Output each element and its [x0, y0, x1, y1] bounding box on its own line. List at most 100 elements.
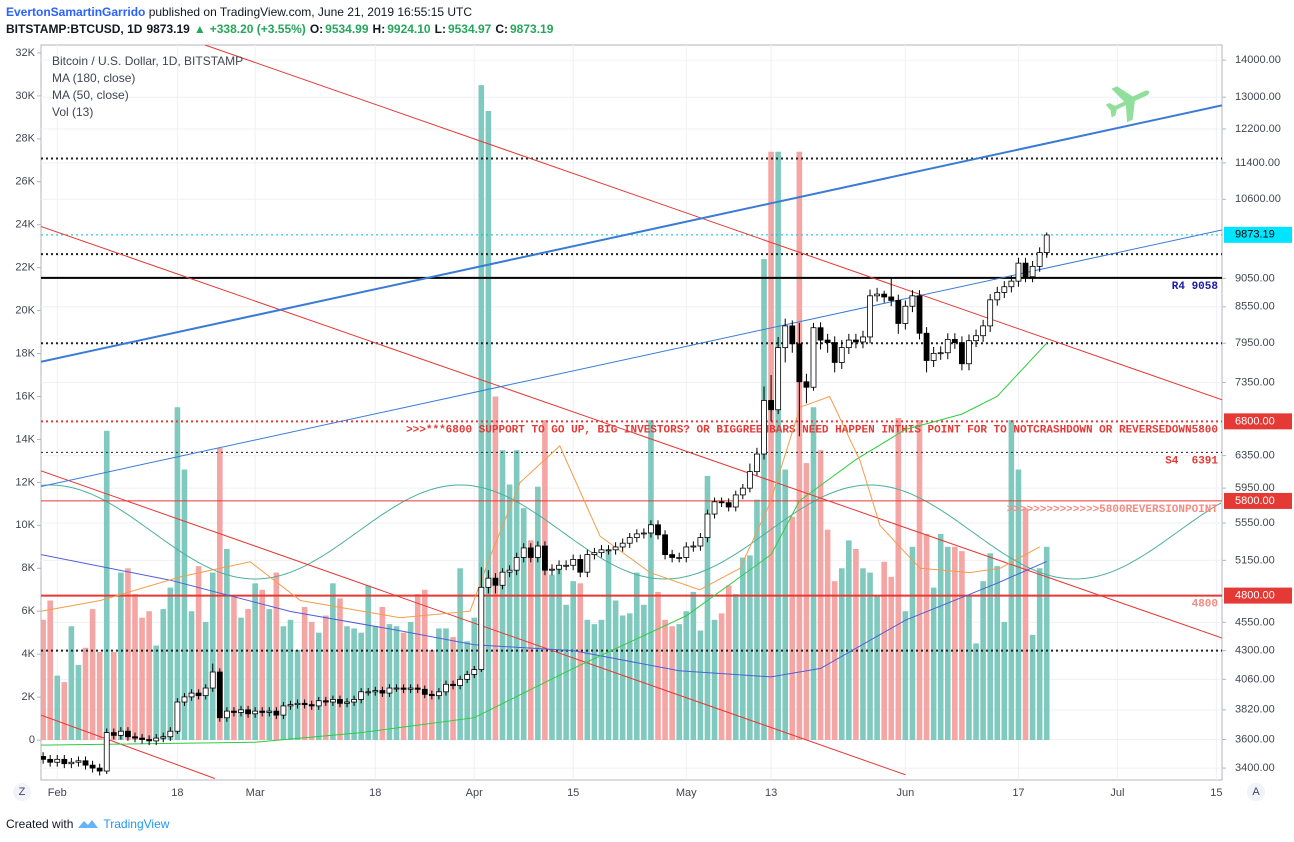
corner-left[interactable]: Z: [19, 786, 26, 798]
candle-body: [669, 554, 676, 558]
volume-bar: [789, 516, 796, 741]
volume-bar: [669, 626, 675, 741]
y2-tick-label: 13000.00: [1235, 91, 1281, 103]
volume-bar: [287, 619, 294, 741]
candle-body: [916, 295, 923, 334]
last-price: 9873.19: [146, 22, 190, 36]
candle-body: [959, 342, 965, 365]
volume-bar: [690, 591, 697, 741]
volume-bar: [379, 606, 386, 741]
candle-body: [676, 557, 683, 559]
y2-tick-label: 8550.00: [1235, 301, 1275, 313]
corner-button[interactable]: [1247, 783, 1265, 801]
candle-body: [68, 761, 75, 765]
y2-tick-label: 4300.00: [1235, 645, 1275, 657]
volume-bar: [754, 499, 760, 741]
y-tick-label: 4K: [22, 648, 36, 660]
candle-body: [980, 325, 987, 337]
volume-bar: [195, 566, 202, 741]
published-text: published on TradingView.com, June 21, 2…: [145, 5, 473, 19]
volume-bar: [351, 628, 357, 741]
volume-bar: [527, 540, 534, 741]
candle-body: [655, 524, 661, 536]
candle-body: [414, 687, 421, 690]
trend-line: [41, 470, 906, 776]
candle-body: [287, 704, 294, 707]
footer-brand[interactable]: TradingView: [103, 817, 170, 831]
y2-tick-label: 7950.00: [1235, 337, 1275, 349]
volume-bar: [217, 448, 223, 741]
change: +338.20 (+3.55%): [209, 22, 306, 36]
candle-body: [718, 501, 725, 504]
legend: Bitcoin / U.S. Dollar, 1D, BITSTAMP MA (…: [52, 53, 243, 121]
candle-body: [379, 690, 386, 694]
price-badge: [1224, 413, 1292, 430]
candle-body: [534, 545, 541, 558]
volume-bar: [506, 484, 513, 741]
candle-body: [577, 559, 584, 573]
y-tick-label: 2K: [22, 691, 36, 703]
volume-bar: [280, 626, 287, 741]
volume-bar: [294, 649, 301, 741]
candle-body: [619, 542, 626, 548]
ohlc-label: O:: [309, 22, 324, 36]
volume-bar: [591, 624, 598, 741]
volume-bar: [308, 621, 315, 741]
y2-tick-label: 3820.00: [1235, 704, 1275, 716]
price-badge-label: 4800.00: [1235, 589, 1275, 601]
volume-bar: [930, 587, 937, 741]
volume-bar: [874, 596, 880, 741]
y2-tick-label: 12200.00: [1235, 123, 1281, 135]
candle-body: [464, 674, 471, 680]
corner-right[interactable]: A: [1252, 786, 1260, 798]
volume-bar: [47, 600, 53, 741]
candle-body: [75, 760, 82, 763]
candle-body: [117, 730, 124, 736]
y-tick-label: 28K: [15, 133, 35, 145]
volume-bar: [259, 589, 266, 741]
y-tick-label: 30K: [15, 90, 35, 102]
candle-body: [492, 577, 499, 586]
volume-bar: [188, 611, 195, 741]
y2-tick-label: 11400.00: [1235, 157, 1280, 169]
volume-bar: [761, 259, 767, 741]
candle-body: [754, 453, 760, 473]
candle-body: [1008, 280, 1015, 288]
trend-line: [41, 714, 216, 779]
x-tick-label: 13: [765, 787, 777, 799]
candle-body: [202, 687, 209, 697]
candle-body: [238, 709, 244, 713]
volume-bar: [365, 585, 372, 741]
y-tick-label: 0: [29, 734, 35, 746]
candle-body: [852, 339, 859, 343]
candle-body: [690, 545, 697, 548]
candle-body: [845, 339, 852, 349]
volume-bar: [209, 572, 216, 741]
candle-body: [329, 699, 336, 703]
candle-body: [584, 554, 591, 573]
corner-button[interactable]: [13, 783, 31, 801]
candle-body: [457, 678, 464, 686]
volume-bar: [648, 420, 654, 741]
y-tick-label: 6K: [22, 605, 36, 617]
y2-tick-label: 6350.00: [1235, 450, 1275, 462]
change-arrow: ▲: [193, 22, 206, 36]
candle-body: [549, 568, 555, 571]
y2-tick-label: 10600.00: [1235, 193, 1281, 205]
volume-bar: [139, 617, 145, 741]
volume-bar: [867, 572, 873, 741]
candle-body: [393, 687, 400, 690]
volume-bar: [68, 626, 75, 741]
y-tick-label: 12K: [15, 476, 35, 488]
candle-body: [96, 767, 103, 772]
y-tick-label: 10K: [15, 519, 35, 531]
candle-body: [358, 691, 365, 700]
author-link[interactable]: EvertonSamartinGarrido: [6, 5, 146, 19]
candle-body: [732, 494, 739, 508]
candle-body: [400, 687, 407, 690]
volume-bar: [923, 533, 930, 741]
brand-logo: [78, 820, 99, 828]
volume-bar: [153, 645, 160, 741]
ohlc-value: 9924.10: [387, 22, 431, 36]
